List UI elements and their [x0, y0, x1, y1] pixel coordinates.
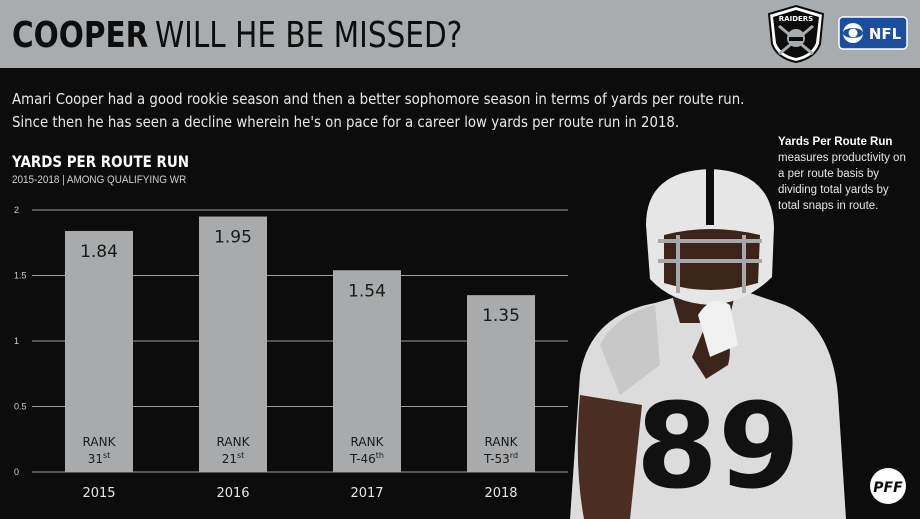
rank-label: RANK: [351, 435, 385, 449]
title-player-name: COOPER: [12, 15, 149, 56]
x-tick-label: 2017: [350, 486, 383, 501]
svg-text:NFL: NFL: [869, 25, 902, 43]
rank-label: RANK: [485, 435, 519, 449]
rank-value: T-46th: [349, 451, 384, 466]
title-question: WILL HE BE MISSED?: [154, 15, 463, 56]
chart-title: YARDS PER ROUTE RUN: [12, 152, 190, 171]
y-tick-label: 1.5: [14, 271, 27, 281]
rank-label: RANK: [83, 435, 117, 449]
bar-value-label: 1.84: [80, 242, 118, 262]
player-photo: 89: [570, 169, 846, 519]
rank-label: RANK: [217, 435, 251, 449]
metric-definition: Yards Per Route Run measures productivit…: [778, 134, 910, 214]
bar-value-label: 1.54: [348, 281, 386, 301]
bar: [467, 295, 535, 472]
x-tick-label: 2016: [216, 486, 249, 501]
y-tick-label: 0.5: [14, 402, 27, 412]
y-tick-label: 0: [14, 467, 19, 477]
chart-subtitle: 2015-2018 | AMONG QUALIFYING WR: [12, 174, 187, 186]
metric-definition-heading: Yards Per Route Run: [778, 136, 893, 148]
bar: [333, 270, 401, 472]
bar: [65, 230, 133, 472]
header-bar: COOPER WILL HE BE MISSED? RAIDERS NFL: [0, 0, 920, 68]
intro-line-2: Since then he has seen a decline wherein…: [12, 113, 680, 131]
rank-value: 31st: [88, 451, 111, 466]
intro-text: Amari Cooper had a good rookie season an…: [12, 88, 752, 134]
rank-value: T-53rd: [483, 451, 518, 466]
svg-text:89: 89: [636, 377, 800, 515]
svg-text:PFF: PFF: [873, 480, 903, 496]
raiders-shield-logo: RAIDERS: [767, 4, 825, 64]
y-tick-label: 1: [14, 336, 19, 346]
bar-value-label: 1.35: [482, 306, 520, 326]
page-title: COOPER WILL HE BE MISSED?: [12, 14, 462, 58]
svg-text:RAIDERS: RAIDERS: [779, 15, 813, 23]
y-tick-label: 2: [14, 205, 19, 215]
pff-logo: PFF: [870, 468, 906, 504]
bar: [199, 216, 267, 472]
intro-line-1: Amari Cooper had a good rookie season an…: [12, 90, 745, 108]
x-tick-label: 2015: [82, 486, 115, 501]
metric-definition-body: measures productivity on a per route bas…: [778, 152, 906, 212]
rank-value: 21st: [222, 451, 245, 466]
cbs-nfl-logo: NFL: [838, 16, 908, 50]
x-tick-label: 2018: [484, 486, 517, 501]
bar-value-label: 1.95: [214, 228, 252, 248]
